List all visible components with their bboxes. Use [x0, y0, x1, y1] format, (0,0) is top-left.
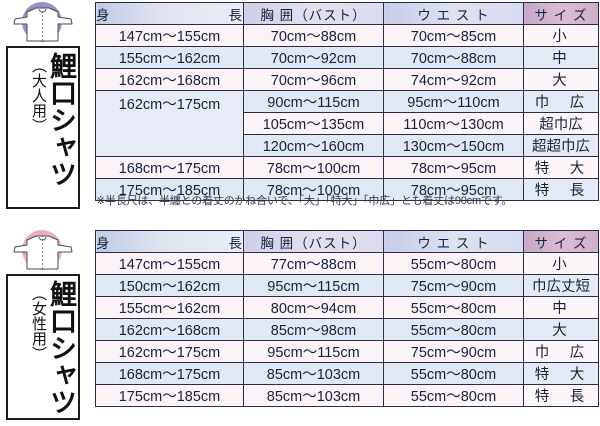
table-row: 162cm〜168cm 70cm〜96cm 74cm〜92cm 大 — [95, 68, 599, 91]
table-row: 175cm〜185cm 78cm〜100cm 78cm〜95cm 特 長 — [95, 178, 599, 201]
table-row: 155cm〜162cm 70cm〜92cm 70cm〜88cm 中 — [95, 46, 599, 69]
cell-height: 168cm〜175cm — [95, 156, 244, 179]
shirt-icon-svg — [13, 2, 73, 42]
cell-height: 147cm〜155cm — [95, 252, 244, 275]
shirt-icon-svg — [13, 230, 73, 270]
label-column-adult: 鯉口シャツ （大人用） — [2, 0, 90, 215]
cell-size: 超超巾広 — [523, 134, 599, 157]
cell-bust: 90cm〜115cm — [243, 90, 384, 113]
product-target-adult: （大人用） — [30, 58, 47, 133]
cell-height-merged: 162cm〜175cm — [95, 90, 244, 157]
cell-height: 162cm〜168cm — [95, 318, 244, 341]
cell-size: 中 — [523, 46, 599, 69]
section-women: 鯉口シャツ （女性用） 身 長 胸 囲（バスト） ウ エ ス ト サ イ ズ 1… — [0, 228, 600, 426]
cell-size: 中 — [523, 296, 599, 319]
column-header-bust: 胸 囲（バスト） — [243, 230, 384, 253]
cell-bust: 70cm〜92cm — [243, 46, 384, 69]
cell-size: 特 長 — [523, 178, 599, 201]
table-row: 162cm〜175cm 95cm〜115cm 75cm〜90cm 巾 広 — [95, 340, 599, 363]
cell-height: 155cm〜162cm — [95, 296, 244, 319]
section-adult: 鯉口シャツ （大人用） 身 長 胸 囲（バスト） ウ エ ス ト サ イ ズ 1… — [2, 0, 599, 215]
cell-size: 巾 広 — [523, 340, 599, 363]
cell-bust: 70cm〜88cm — [243, 24, 384, 47]
cell-waist: 95cm〜110cm — [383, 90, 524, 113]
cell-size: 特 大 — [523, 362, 599, 385]
cell-waist: 55cm〜80cm — [383, 296, 524, 319]
cell-bust: 78cm〜100cm — [243, 178, 384, 201]
cell-size: 小 — [523, 24, 599, 47]
cell-height: 155cm〜162cm — [95, 46, 244, 69]
column-header-height: 身 長 — [95, 2, 244, 25]
cell-bust: 105cm〜135cm — [243, 112, 384, 135]
cell-bust: 120cm〜160cm — [243, 134, 384, 157]
cell-height: 175cm〜185cm — [95, 384, 244, 407]
cell-waist: 78cm〜95cm — [383, 156, 524, 179]
cell-bust: 77cm〜88cm — [243, 252, 384, 275]
cell-waist: 75cm〜90cm — [383, 340, 524, 363]
cell-waist: 130cm〜150cm — [383, 134, 524, 157]
table-row: 175cm〜185cm 85cm〜103cm 55cm〜80cm 特 長 — [95, 384, 599, 407]
cell-size: 巾 広 — [523, 90, 599, 113]
table-note-adult: ※半長尺は、半纏との着丈のかね合いで、「大」「特大」「巾広」とも着丈は90cmで… — [96, 195, 513, 207]
cell-bust: 95cm〜115cm — [243, 340, 384, 363]
cell-waist: 74cm〜92cm — [383, 68, 524, 91]
table-header-row: 身 長 胸 囲（バスト） ウ エ ス ト サ イ ズ — [95, 230, 599, 253]
table-row: 168cm〜175cm 85cm〜103cm 55cm〜80cm 特 大 — [95, 362, 599, 385]
cell-waist: 55cm〜80cm — [383, 252, 524, 275]
cell-size: 大 — [523, 318, 599, 341]
table-row: 150cm〜162cm 95cm〜115cm 75cm〜90cm 巾広丈短 — [95, 274, 599, 297]
product-name-box-adult: 鯉口シャツ （大人用） — [6, 46, 80, 209]
product-name-box-women: 鯉口シャツ （女性用） — [6, 274, 80, 420]
label-column-women: 鯉口シャツ （女性用） — [2, 228, 90, 426]
cell-size: 特 長 — [523, 384, 599, 407]
table-row: 168cm〜175cm 78cm〜100cm 78cm〜95cm 特 大 — [95, 156, 599, 179]
table-row: 162cm〜175cm 90cm〜115cm 95cm〜110cm 巾 広 — [95, 90, 599, 157]
cell-bust: 85cm〜98cm — [243, 318, 384, 341]
shirt-icon-women — [2, 228, 90, 272]
cell-size: 巾広丈短 — [523, 274, 599, 297]
table-row: 147cm〜155cm 70cm〜88cm 70cm〜85cm 小 — [95, 24, 599, 47]
cell-size: 小 — [523, 252, 599, 275]
cell-waist: 55cm〜80cm — [383, 362, 524, 385]
column-header-size: サ イ ズ — [523, 2, 599, 25]
column-header-size: サ イ ズ — [523, 230, 599, 253]
cell-waist: 78cm〜95cm — [383, 178, 524, 201]
cell-bust: 70cm〜96cm — [243, 68, 384, 91]
table-row: 155cm〜162cm 80cm〜94cm 55cm〜80cm 中 — [95, 296, 599, 319]
cell-height: 162cm〜175cm — [95, 340, 244, 363]
table-row: 147cm〜155cm 77cm〜88cm 55cm〜80cm 小 — [95, 252, 599, 275]
cell-bust: 85cm〜103cm — [243, 384, 384, 407]
cell-waist: 55cm〜80cm — [383, 384, 524, 407]
cell-height: 150cm〜162cm — [95, 274, 244, 297]
cell-waist: 70cm〜88cm — [383, 46, 524, 69]
cell-waist: 55cm〜80cm — [383, 318, 524, 341]
cell-height: 162cm〜168cm — [95, 68, 244, 91]
cell-size: 大 — [523, 68, 599, 91]
cell-bust: 80cm〜94cm — [243, 296, 384, 319]
table-header-row: 身 長 胸 囲（バスト） ウ エ ス ト サ イ ズ — [95, 2, 599, 25]
cell-waist: 110cm〜130cm — [383, 112, 524, 135]
size-table-women: 身 長 胸 囲（バスト） ウ エ ス ト サ イ ズ 147cm〜155cm 7… — [95, 230, 599, 407]
cell-height: 168cm〜175cm — [95, 362, 244, 385]
cell-bust: 95cm〜115cm — [243, 274, 384, 297]
table-row: 120cm〜160cm 130cm〜150cm 超超巾広 — [96, 134, 599, 157]
cell-waist: 70cm〜85cm — [383, 24, 524, 47]
cell-size: 超巾広 — [523, 112, 599, 135]
size-table-adult: 身 長 胸 囲（バスト） ウ エ ス ト サ イ ズ 147cm〜155cm 7… — [95, 2, 599, 201]
cell-bust: 78cm〜100cm — [243, 156, 384, 179]
cell-size: 特 大 — [523, 156, 599, 179]
product-target-women: （女性用） — [30, 286, 47, 361]
column-header-waist: ウ エ ス ト — [383, 230, 524, 253]
cell-height: 175cm〜185cm — [95, 178, 244, 201]
column-header-waist: ウ エ ス ト — [383, 2, 524, 25]
product-name-women: 鯉口シャツ — [46, 280, 76, 415]
product-name-adult: 鯉口シャツ — [46, 52, 76, 187]
table-row: 162cm〜168cm 85cm〜98cm 55cm〜80cm 大 — [95, 318, 599, 341]
column-header-height: 身 長 — [95, 230, 244, 253]
cell-waist: 75cm〜90cm — [383, 274, 524, 297]
cell-bust: 85cm〜103cm — [243, 362, 384, 385]
shirt-icon-adult — [2, 0, 90, 44]
column-header-bust: 胸 囲（バスト） — [243, 2, 384, 25]
cell-height: 147cm〜155cm — [95, 24, 244, 47]
